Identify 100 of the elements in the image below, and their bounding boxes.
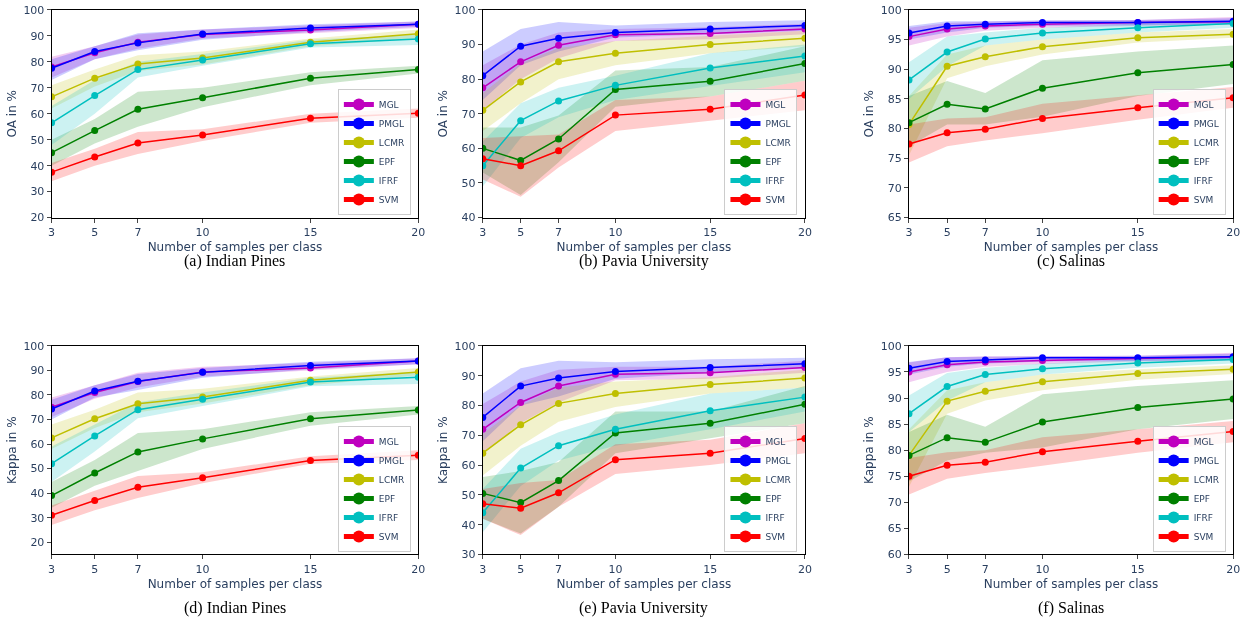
legend-label: EPF xyxy=(765,157,782,168)
text: (e) Pavia University xyxy=(579,599,708,617)
y-tick-label: 90 xyxy=(887,391,902,405)
point xyxy=(517,504,525,512)
point xyxy=(91,432,99,440)
point xyxy=(199,474,207,482)
x-tick-label: 20 xyxy=(411,562,426,576)
y-axis-title: Kappa in % xyxy=(435,416,450,484)
y-tick-label: 90 xyxy=(30,364,45,378)
point xyxy=(134,406,142,414)
y-tick-label: 75 xyxy=(887,152,902,166)
point xyxy=(706,25,714,33)
y-tick-label: 90 xyxy=(887,63,902,77)
point xyxy=(1038,448,1046,456)
legend-label: LCMR xyxy=(765,138,791,149)
y-axis-title: OA in % xyxy=(862,90,877,138)
point xyxy=(306,415,314,423)
y-tick-label: 40 xyxy=(461,518,476,532)
point xyxy=(91,127,99,135)
point xyxy=(706,419,714,427)
point xyxy=(306,456,314,464)
point xyxy=(1134,359,1142,367)
legend-label: MGL xyxy=(765,100,786,111)
legend-label: EPF xyxy=(378,494,396,505)
point xyxy=(555,382,563,390)
point xyxy=(199,435,207,443)
legend-label: IFRF xyxy=(378,176,399,187)
legend-label: LCMR xyxy=(1193,475,1219,486)
point xyxy=(555,374,563,382)
legend-label: IFRF xyxy=(765,513,785,524)
point xyxy=(134,60,142,68)
y-axis-title: Kappa in % xyxy=(4,416,19,484)
y-tick-label: 100 xyxy=(454,339,476,353)
point xyxy=(706,449,714,457)
y-tick-label: 60 xyxy=(30,437,45,451)
legend-label: EPF xyxy=(378,157,396,168)
point xyxy=(981,105,989,113)
point xyxy=(517,464,525,472)
text: (c) Salinas xyxy=(1037,252,1105,270)
y-tick-label: 80 xyxy=(30,388,45,402)
point xyxy=(706,105,714,113)
x-tick-label: 20 xyxy=(1226,225,1241,239)
y-tick-label: 60 xyxy=(461,458,476,472)
y-tick-label: 95 xyxy=(887,365,902,379)
point xyxy=(306,114,314,122)
y-tick-label: 100 xyxy=(454,3,476,17)
y-tick-label: 50 xyxy=(30,462,45,476)
x-tick-label: 7 xyxy=(134,562,142,576)
point xyxy=(706,77,714,85)
legend-label: PMGL xyxy=(1193,119,1219,130)
y-tick-label: 40 xyxy=(30,159,45,173)
y-tick-label: 90 xyxy=(461,369,476,383)
point xyxy=(555,399,563,407)
y-tick-label: 100 xyxy=(880,339,902,353)
x-tick-label: 20 xyxy=(797,225,812,239)
y-tick-label: 60 xyxy=(461,142,476,156)
point xyxy=(943,461,951,469)
x-tick-label: 10 xyxy=(608,562,623,576)
point xyxy=(943,383,951,391)
x-tick-label: 20 xyxy=(797,562,812,576)
x-tick-label: 10 xyxy=(1035,225,1050,239)
x-tick-label: 20 xyxy=(1226,562,1241,576)
point xyxy=(134,66,142,74)
point xyxy=(943,434,951,442)
y-tick-label: 85 xyxy=(887,417,902,431)
x-tick-label: 10 xyxy=(195,225,210,239)
x-axis-title: Number of samples per class xyxy=(147,576,323,591)
y-tick-label: 80 xyxy=(30,55,45,69)
point xyxy=(517,499,525,507)
point xyxy=(943,397,951,405)
legend-label: SVM xyxy=(1193,195,1214,206)
x-tick-label: 15 xyxy=(703,562,718,576)
point xyxy=(517,398,525,406)
x-tick-label: 10 xyxy=(195,562,210,576)
point xyxy=(611,111,619,119)
x-tick-label: 3 xyxy=(479,562,487,576)
y-tick-label: 60 xyxy=(887,548,902,562)
point xyxy=(943,62,951,70)
point xyxy=(517,382,525,390)
y-axis-title: OA in % xyxy=(435,90,450,138)
x-tick-label: 10 xyxy=(1035,562,1050,576)
point xyxy=(611,81,619,89)
text: (a) Indian Pines xyxy=(184,252,286,270)
x-tick-label: 7 xyxy=(555,225,563,239)
point xyxy=(517,58,525,66)
point xyxy=(517,162,525,170)
x-axis-title: Number of samples per class xyxy=(983,239,1159,254)
x-tick-label: 5 xyxy=(943,562,951,576)
x-tick-label: 7 xyxy=(981,225,989,239)
legend-label: SVM xyxy=(1193,532,1214,543)
x-tick-label: 15 xyxy=(703,225,718,239)
point xyxy=(706,381,714,389)
point xyxy=(981,438,989,446)
point xyxy=(517,78,525,86)
y-tick-label: 90 xyxy=(30,29,45,43)
point xyxy=(981,387,989,395)
legend-label: IFRF xyxy=(1193,513,1213,524)
point xyxy=(943,100,951,108)
y-tick-label: 90 xyxy=(461,38,476,52)
y-tick-label: 40 xyxy=(30,486,45,500)
